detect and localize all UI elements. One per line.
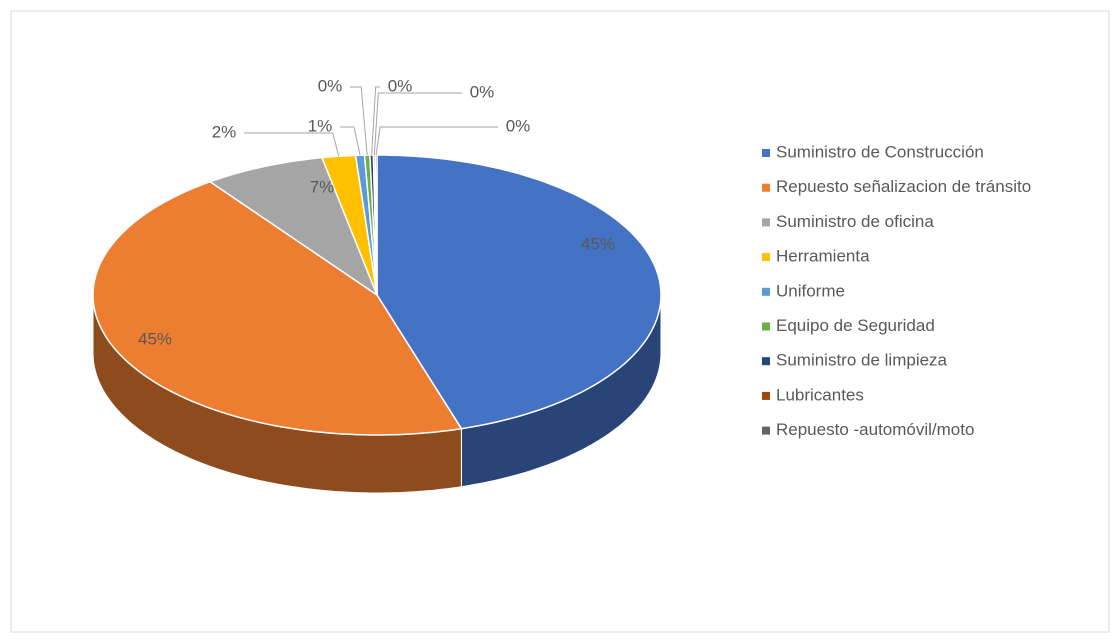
- legend-label: Herramienta: [776, 247, 870, 266]
- data-label: 2%: [212, 122, 237, 141]
- legend-label: Uniforme: [776, 281, 845, 300]
- legend-label: Lubricantes: [776, 385, 864, 404]
- slice: [92, 180, 463, 436]
- slice: [320, 154, 378, 296]
- leader-line: [350, 86, 368, 156]
- legend-swatch: [762, 218, 770, 227]
- legend-swatch: [762, 357, 770, 366]
- leader-line: [244, 132, 340, 157]
- leader-line: [373, 92, 462, 156]
- legend-label: Suministro de Construcción: [776, 142, 984, 161]
- legend-swatch: [762, 322, 770, 331]
- legend-swatch: [762, 426, 770, 435]
- legend-label: Suministro de limpieza: [776, 351, 948, 370]
- legend-label: Equipo de Seguridad: [776, 316, 935, 335]
- legend-label: Repuesto señalizacion de tránsito: [776, 177, 1031, 196]
- data-label: 1%: [308, 116, 333, 135]
- data-label: 7%: [310, 177, 335, 196]
- legend-swatch: [762, 391, 770, 400]
- data-label: 45%: [581, 234, 615, 253]
- legend-swatch: [762, 253, 770, 262]
- data-label: 0%: [388, 76, 413, 95]
- leader-line: [375, 126, 498, 156]
- legend-swatch: [762, 287, 770, 296]
- legend-label: Suministro de oficina: [776, 212, 934, 231]
- leader-line: [371, 86, 380, 156]
- data-label: 45%: [138, 329, 172, 348]
- legend-label: Repuesto -automóvil/moto: [776, 420, 974, 439]
- slice: [374, 154, 378, 296]
- data-label: 0%: [470, 82, 495, 101]
- slice: [376, 154, 662, 430]
- legend-swatch: [762, 149, 770, 157]
- data-label: 0%: [506, 116, 531, 135]
- legend-swatch: [762, 183, 770, 192]
- data-label: 0%: [318, 76, 343, 95]
- leader-line: [340, 126, 361, 156]
